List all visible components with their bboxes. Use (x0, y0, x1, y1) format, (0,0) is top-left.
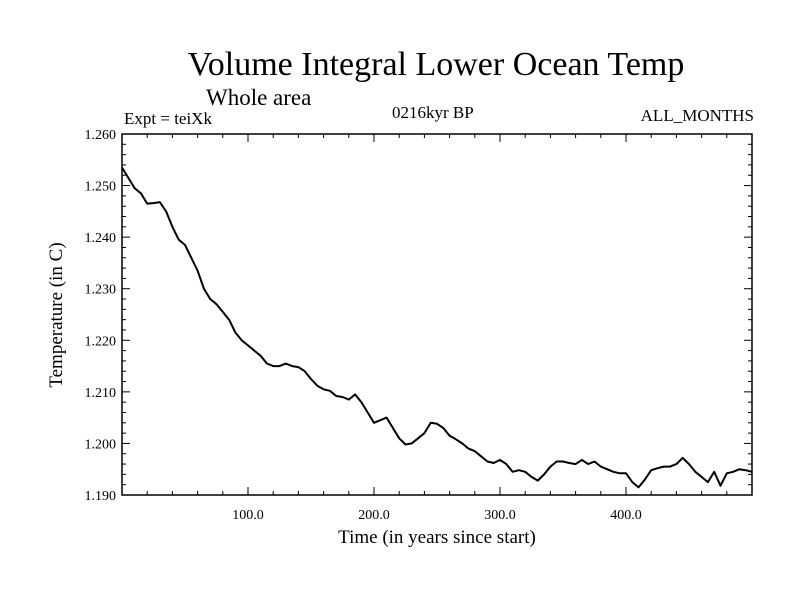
y-tick-label: 1.230 (85, 283, 117, 298)
experiment-label: Expt = teiXk (124, 109, 212, 128)
y-tick-label: 1.240 (85, 231, 117, 246)
x-tick-label: 100.0 (232, 508, 264, 523)
plot-frame (121, 133, 753, 496)
period-label: 0216kyr BP (392, 103, 474, 122)
x-tick-label: 200.0 (358, 508, 390, 523)
x-axis-title: Time (in years since start) (338, 527, 536, 548)
months-label: ALL_MONTHS (640, 106, 754, 125)
y-tick-label: 1.200 (85, 437, 117, 452)
y-tick-label: 1.250 (85, 180, 117, 195)
chart-title: Volume Integral Lower Ocean Temp (187, 46, 685, 83)
series-line (121, 166, 753, 489)
y-tick-label: 1.190 (85, 489, 117, 504)
y-tick-label: 1.220 (85, 334, 117, 349)
x-tick-label: 300.0 (484, 508, 516, 523)
y-axis-title: Temperature (in C) (46, 242, 67, 387)
y-tick-label: 1.210 (85, 386, 117, 401)
axis-ticks (122, 134, 752, 495)
tick-labels: 100.0 200.0 300.0 400.0 1.190 1.200 1.210 1.220… (85, 128, 642, 523)
chart-subtitle: Whole area (206, 85, 312, 110)
y-tick-label: 1.260 (85, 128, 117, 143)
x-tick-label: 400.0 (610, 508, 642, 523)
